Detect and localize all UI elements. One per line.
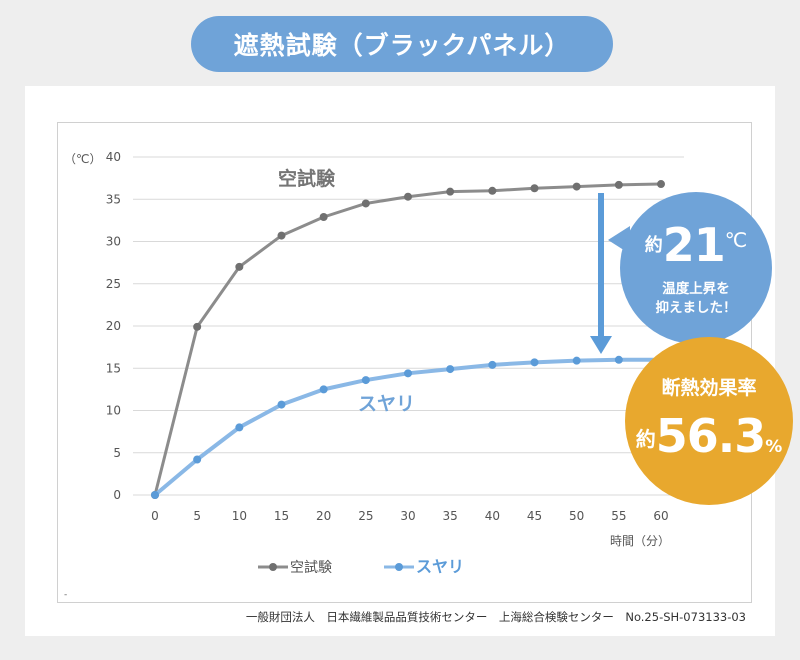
badge-approx: 約 bbox=[635, 427, 656, 451]
x-axis-label: 時間（分） bbox=[610, 534, 670, 548]
data-point-0 bbox=[193, 322, 202, 331]
x-tick-label: 25 bbox=[358, 509, 373, 523]
footer-credit: 一般財団法人 日本繊維製品品質技術センター 上海総合検験センター No.25-S… bbox=[245, 610, 746, 624]
x-tick-label: 5 bbox=[193, 509, 201, 523]
data-point-0 bbox=[530, 184, 539, 193]
y-tick-label: 0 bbox=[113, 488, 121, 502]
data-point-0 bbox=[361, 199, 370, 208]
data-point-1 bbox=[319, 385, 328, 394]
data-point-0 bbox=[235, 262, 244, 271]
data-point-1 bbox=[446, 365, 455, 374]
arrow-shaft bbox=[598, 193, 604, 336]
x-tick-label: 55 bbox=[611, 509, 626, 523]
x-tick-label: 60 bbox=[653, 509, 668, 523]
page-title: 遮熱試験（ブラックパネル） bbox=[191, 16, 613, 72]
chart-legend: 空試験 スヤリ bbox=[258, 557, 464, 576]
legend-swatch-dot bbox=[395, 563, 403, 571]
data-point-0 bbox=[404, 192, 412, 201]
callout-message-line1: 温度上昇を bbox=[662, 281, 730, 297]
data-point-0 bbox=[277, 231, 286, 240]
y-tick-label: 10 bbox=[106, 404, 121, 418]
y-tick-labels: 0 5 10 15 20 25 30 35 40 bbox=[106, 150, 121, 502]
x-tick-label: 30 bbox=[400, 509, 415, 523]
series-line-0 bbox=[153, 182, 662, 496]
data-point-1 bbox=[614, 355, 623, 364]
badge-label: 断熱効果率 bbox=[661, 377, 757, 399]
legend-label: 空試験 bbox=[290, 560, 332, 576]
y-tick-label: 25 bbox=[106, 277, 121, 291]
x-tick-labels: 0 5 10 15 20 25 30 35 40 45 50 55 60 bbox=[151, 509, 668, 523]
callout-temperature: 21 bbox=[662, 218, 726, 272]
data-point-1 bbox=[277, 400, 286, 409]
data-point-0 bbox=[319, 212, 328, 221]
callout-message-line2: 抑えました！ bbox=[655, 300, 737, 316]
x-tick-label: 10 bbox=[232, 509, 247, 523]
y-tick-label: 5 bbox=[113, 446, 121, 460]
data-point-1 bbox=[488, 360, 497, 369]
badge-value: 56.3 bbox=[655, 409, 766, 463]
data-point-1 bbox=[235, 423, 244, 432]
data-point-0 bbox=[446, 187, 455, 196]
y-tick-label: 35 bbox=[106, 192, 121, 206]
sample-series-annotation: スヤリ bbox=[358, 393, 415, 415]
legend-label: スヤリ bbox=[416, 557, 464, 576]
arrow-head bbox=[590, 336, 612, 354]
blank-series-annotation: 空試験 bbox=[278, 167, 336, 190]
x-tick-label: 35 bbox=[443, 509, 458, 523]
y-axis-label: （℃） bbox=[64, 152, 101, 166]
y-tick-label: 40 bbox=[106, 150, 121, 164]
dash-mark: - bbox=[64, 590, 68, 600]
x-tick-label: 20 bbox=[316, 509, 331, 523]
data-point-1 bbox=[572, 356, 581, 365]
data-point-1 bbox=[151, 491, 159, 499]
callout-approx: 約 bbox=[644, 235, 663, 256]
x-tick-label: 0 bbox=[151, 509, 159, 523]
legend-swatch-dot bbox=[269, 563, 277, 571]
series-group bbox=[151, 180, 665, 499]
data-point-0 bbox=[572, 182, 581, 191]
series-line-1 bbox=[153, 357, 661, 497]
data-point-1 bbox=[404, 369, 412, 378]
data-point-0 bbox=[488, 186, 497, 195]
data-point-1 bbox=[530, 358, 539, 367]
temperature-callout: 約21℃ 温度上昇を 抑えました！ bbox=[620, 192, 772, 344]
x-tick-label: 45 bbox=[527, 509, 542, 523]
data-point-0 bbox=[657, 180, 665, 189]
y-tick-label: 30 bbox=[106, 235, 121, 249]
difference-arrow bbox=[590, 193, 612, 354]
data-point-1 bbox=[193, 455, 202, 464]
data-point-1 bbox=[361, 376, 370, 385]
callout-unit: ℃ bbox=[724, 228, 748, 252]
x-tick-label: 15 bbox=[274, 509, 289, 523]
insulation-rate-badge: 断熱効果率 約56.3% bbox=[625, 337, 793, 505]
badge-unit: % bbox=[765, 437, 783, 457]
data-point-0 bbox=[614, 180, 623, 189]
x-tick-label: 50 bbox=[569, 509, 584, 523]
y-tick-label: 15 bbox=[106, 361, 121, 375]
x-tick-label: 40 bbox=[485, 509, 500, 523]
y-tick-label: 20 bbox=[106, 319, 121, 333]
